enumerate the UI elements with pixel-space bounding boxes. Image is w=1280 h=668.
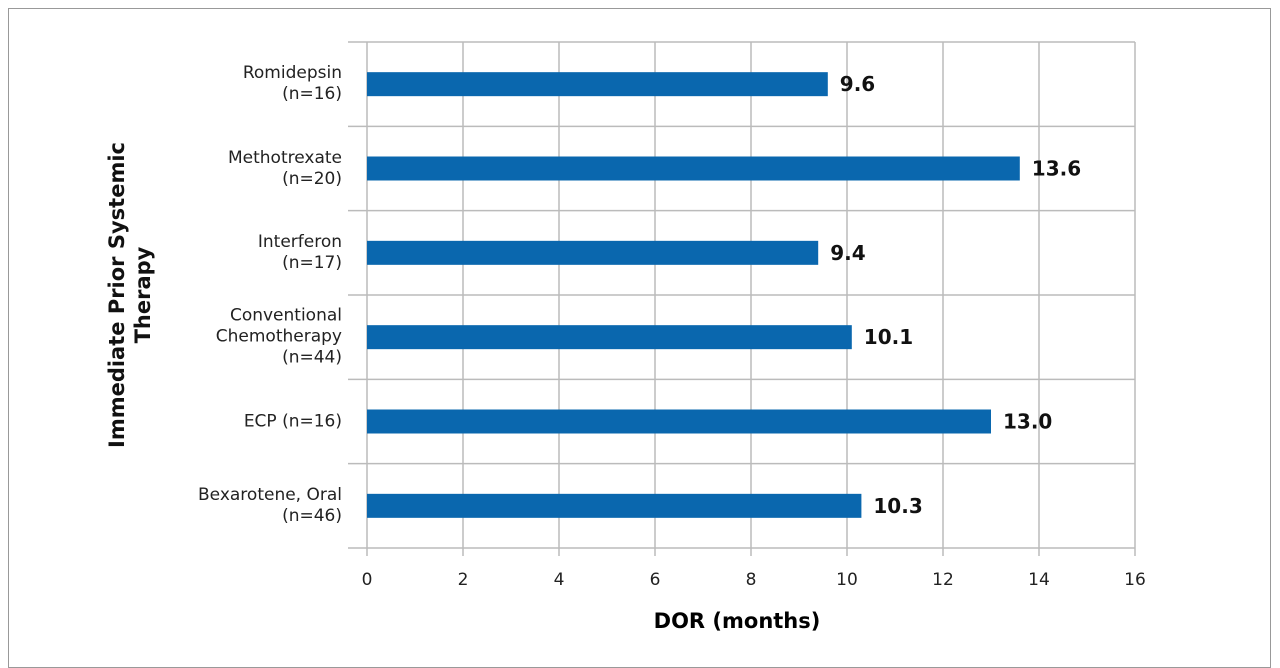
y-tick-label: Conventional Chemotherapy (n=44) xyxy=(215,305,342,368)
bar xyxy=(367,156,1020,181)
data-label: 9.6 xyxy=(840,72,875,96)
x-tick-label: 6 xyxy=(650,570,661,590)
bar xyxy=(367,325,852,350)
bar xyxy=(367,240,819,265)
y-tick-label: Romidepsin (n=16) xyxy=(242,63,342,105)
x-tick-label: 2 xyxy=(458,570,469,590)
data-label: 10.1 xyxy=(864,325,913,349)
x-axis-title: DOR (months) xyxy=(654,609,821,633)
y-axis-title: Immediate Prior Systemic Therapy xyxy=(105,142,155,448)
x-tick-label: 14 xyxy=(1028,570,1050,590)
data-label: 10.3 xyxy=(873,494,922,518)
data-label: 13.0 xyxy=(1003,410,1052,434)
x-tick-label: 10 xyxy=(836,570,858,590)
x-tick-label: 12 xyxy=(932,570,954,590)
data-label: 13.6 xyxy=(1032,157,1081,181)
y-tick-label: ECP (n=16) xyxy=(243,411,342,431)
x-tick-label: 4 xyxy=(554,570,565,590)
y-tick-label: Bexarotene, Oral (n=46) xyxy=(198,484,342,526)
bar xyxy=(367,409,991,434)
bar xyxy=(367,493,862,518)
data-label: 9.4 xyxy=(830,241,865,265)
x-tick-label: 16 xyxy=(1124,570,1146,590)
y-tick-label: Interferon (n=17) xyxy=(257,231,342,273)
x-tick-label: 0 xyxy=(362,570,373,590)
x-tick-label: 8 xyxy=(746,570,757,590)
y-tick-label: Methotrexate (n=20) xyxy=(227,147,342,189)
bar xyxy=(367,72,828,97)
